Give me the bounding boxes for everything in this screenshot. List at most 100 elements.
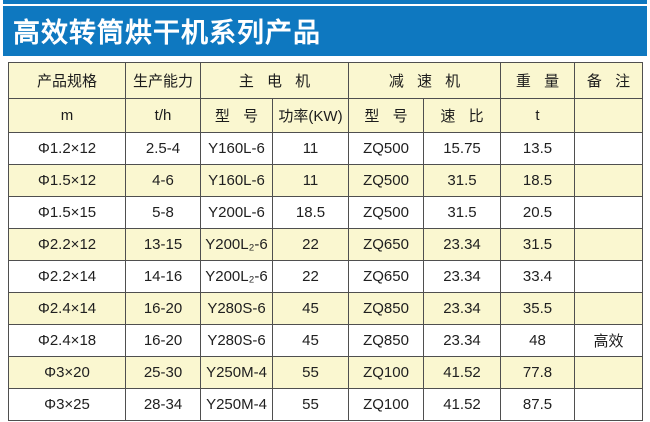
- cell-motor-model: Y280S-6: [200, 324, 273, 357]
- cell-spec: Φ3×20: [8, 356, 126, 389]
- cell-remark: [574, 132, 643, 165]
- cell-remark: [574, 196, 643, 229]
- cell-power: 45: [272, 324, 349, 357]
- cell-motor-model: Y250M-4: [200, 388, 273, 421]
- cell-reducer-model: ZQ500: [348, 196, 424, 229]
- cell-ratio: 23.34: [423, 260, 501, 293]
- header-main-motor: 主 电 机: [200, 62, 349, 99]
- cell-weight: 48: [500, 324, 575, 357]
- cell-remark: [574, 292, 643, 325]
- cell-ratio: 23.34: [423, 324, 501, 357]
- cell-motor-model: Y250M-4: [200, 356, 273, 389]
- header-remark-empty: [574, 98, 643, 133]
- header-unit-th: t/h: [125, 98, 201, 133]
- table-header: 产品规格 生产能力 主 电 机 减 速 机 重 量 备 注 m t/h 型 号 …: [8, 62, 643, 133]
- cell-motor-model: Y160L-6: [200, 164, 273, 197]
- cell-spec: Φ2.2×14: [8, 260, 126, 293]
- cell-power: 45: [272, 292, 349, 325]
- table-row: Φ2.4×14 16-20 Y280S-6 45 ZQ850 23.34 35.…: [8, 292, 643, 325]
- page-title: 高效转筒烘干机系列产品: [13, 18, 321, 48]
- cell-weight: 77.8: [500, 356, 575, 389]
- cell-reducer-model: ZQ100: [348, 388, 424, 421]
- cell-reducer-model: ZQ500: [348, 164, 424, 197]
- table-row: Φ2.2×14 14-16 Y200L₂-6 22 ZQ650 23.34 33…: [8, 260, 643, 293]
- cell-ratio: 31.5: [423, 164, 501, 197]
- cell-weight: 13.5: [500, 132, 575, 165]
- cell-reducer-model: ZQ500: [348, 132, 424, 165]
- cell-reducer-model: ZQ850: [348, 292, 424, 325]
- cell-motor-model: Y280S-6: [200, 292, 273, 325]
- header-reducer: 减 速 机: [348, 62, 501, 99]
- cell-ratio: 31.5: [423, 196, 501, 229]
- cell-remark: [574, 260, 643, 293]
- cell-weight: 35.5: [500, 292, 575, 325]
- header-remark: 备 注: [574, 62, 643, 99]
- cell-power: 55: [272, 388, 349, 421]
- cell-reducer-model: ZQ100: [348, 356, 424, 389]
- table-row: Φ2.2×12 13-15 Y200L₂-6 22 ZQ650 23.34 31…: [8, 228, 643, 261]
- table-row: Φ3×25 28-34 Y250M-4 55 ZQ100 41.52 87.5: [8, 388, 643, 421]
- product-spec-table: 产品规格 生产能力 主 电 机 减 速 机 重 量 备 注 m t/h 型 号 …: [8, 62, 643, 421]
- table-row: Φ1.5×15 5-8 Y200L-6 18.5 ZQ500 31.5 20.5: [8, 196, 643, 229]
- cell-weight: 20.5: [500, 196, 575, 229]
- cell-spec: Φ2.4×14: [8, 292, 126, 325]
- cell-weight: 33.4: [500, 260, 575, 293]
- cell-motor-model: Y200L-6: [200, 196, 273, 229]
- table-row: Φ1.2×12 2.5-4 Y160L-6 11 ZQ500 15.75 13.…: [8, 132, 643, 165]
- header-unit-m: m: [8, 98, 126, 133]
- cell-remark: 高效: [574, 324, 643, 357]
- cell-weight: 31.5: [500, 228, 575, 261]
- table-row: Φ2.4×18 16-20 Y280S-6 45 ZQ850 23.34 48 …: [8, 324, 643, 357]
- header-motor-model: 型 号: [200, 98, 273, 133]
- cell-capacity: 14-16: [125, 260, 201, 293]
- cell-ratio: 41.52: [423, 356, 501, 389]
- cell-weight: 87.5: [500, 388, 575, 421]
- header-unit-t: t: [500, 98, 575, 133]
- cell-spec: Φ2.2×12: [8, 228, 126, 261]
- cell-spec: Φ1.5×15: [8, 196, 126, 229]
- header-reducer-model: 型 号: [348, 98, 424, 133]
- cell-spec: Φ1.5×12: [8, 164, 126, 197]
- cell-capacity: 16-20: [125, 324, 201, 357]
- cell-ratio: 15.75: [423, 132, 501, 165]
- cell-remark: [574, 388, 643, 421]
- header-row-units: m t/h 型 号 功率(KW) 型 号 速 比 t: [8, 98, 643, 133]
- header-reducer-ratio: 速 比: [423, 98, 501, 133]
- cell-remark: [574, 164, 643, 197]
- header-motor-power-kw: 功率(KW): [272, 98, 349, 133]
- cell-ratio: 41.52: [423, 388, 501, 421]
- table-body: Φ1.2×12 2.5-4 Y160L-6 11 ZQ500 15.75 13.…: [8, 132, 643, 421]
- cell-reducer-model: ZQ650: [348, 260, 424, 293]
- cell-ratio: 23.34: [423, 228, 501, 261]
- header-row-groups: 产品规格 生产能力 主 电 机 减 速 机 重 量 备 注: [8, 62, 643, 99]
- header-product-spec: 产品规格: [8, 62, 126, 99]
- cell-capacity: 25-30: [125, 356, 201, 389]
- header-weight: 重 量: [500, 62, 575, 99]
- cell-motor-model: Y200L₂-6: [200, 228, 273, 261]
- cell-motor-model: Y160L-6: [200, 132, 273, 165]
- cell-reducer-model: ZQ650: [348, 228, 424, 261]
- cell-power: 22: [272, 228, 349, 261]
- cell-motor-model: Y200L₂-6: [200, 260, 273, 293]
- cell-spec: Φ3×25: [8, 388, 126, 421]
- cell-capacity: 5-8: [125, 196, 201, 229]
- title-bar: 高效转筒烘干机系列产品: [3, 0, 647, 56]
- header-capacity: 生产能力: [125, 62, 201, 99]
- cell-spec: Φ2.4×18: [8, 324, 126, 357]
- table-row: Φ1.5×12 4-6 Y160L-6 11 ZQ500 31.5 18.5: [8, 164, 643, 197]
- cell-capacity: 16-20: [125, 292, 201, 325]
- cell-reducer-model: ZQ850: [348, 324, 424, 357]
- cell-weight: 18.5: [500, 164, 575, 197]
- cell-capacity: 4-6: [125, 164, 201, 197]
- cell-capacity: 13-15: [125, 228, 201, 261]
- table-row: Φ3×20 25-30 Y250M-4 55 ZQ100 41.52 77.8: [8, 356, 643, 389]
- cell-power: 22: [272, 260, 349, 293]
- cell-power: 11: [272, 164, 349, 197]
- cell-spec: Φ1.2×12: [8, 132, 126, 165]
- cell-power: 55: [272, 356, 349, 389]
- cell-capacity: 28-34: [125, 388, 201, 421]
- cell-power: 11: [272, 132, 349, 165]
- cell-power: 18.5: [272, 196, 349, 229]
- cell-capacity: 2.5-4: [125, 132, 201, 165]
- cell-remark: [574, 356, 643, 389]
